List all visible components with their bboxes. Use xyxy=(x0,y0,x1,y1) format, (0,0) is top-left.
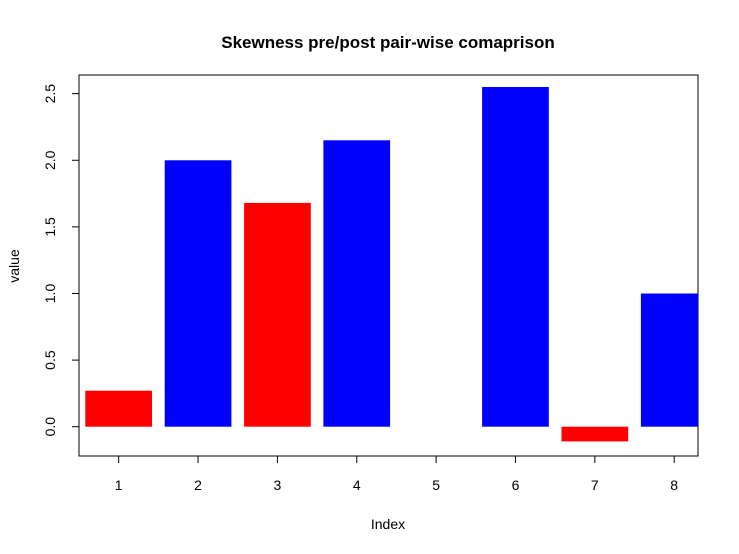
x-tick-label: 7 xyxy=(591,477,599,493)
bar-2 xyxy=(164,160,232,427)
chart-title: Skewness pre/post pair-wise comaprison xyxy=(221,33,555,52)
y-axis-label: value xyxy=(6,249,22,283)
y-axis: 0.0 0.5 1.0 1.5 2.0 2.5 xyxy=(42,84,79,437)
x-tick-label: 6 xyxy=(512,477,520,493)
bar-1 xyxy=(85,390,152,427)
bars-group xyxy=(85,87,698,442)
y-tick-label: 0.5 xyxy=(42,350,58,370)
y-tick-label: 2.5 xyxy=(42,84,58,104)
x-tick-label: 4 xyxy=(353,477,361,493)
bar-8 xyxy=(640,293,698,427)
bar-4 xyxy=(323,140,391,427)
y-tick-label: 0.0 xyxy=(42,417,58,437)
y-tick-label: 2.0 xyxy=(42,150,58,170)
x-tick-label: 3 xyxy=(273,477,281,493)
plot-frame xyxy=(78,74,699,457)
bar-3 xyxy=(244,202,311,427)
x-axis: 1 2 3 4 5 6 7 8 xyxy=(115,456,678,493)
x-tick-label: 8 xyxy=(670,477,678,493)
bar-6 xyxy=(482,87,549,427)
x-tick-label: 2 xyxy=(194,477,202,493)
y-tick-label: 1.5 xyxy=(42,217,58,237)
y-tick-label: 1.0 xyxy=(42,284,58,304)
x-axis-label: Index xyxy=(371,516,405,532)
x-tick-label: 1 xyxy=(115,477,123,493)
x-tick-label: 5 xyxy=(432,477,440,493)
bar-7 xyxy=(561,426,629,442)
